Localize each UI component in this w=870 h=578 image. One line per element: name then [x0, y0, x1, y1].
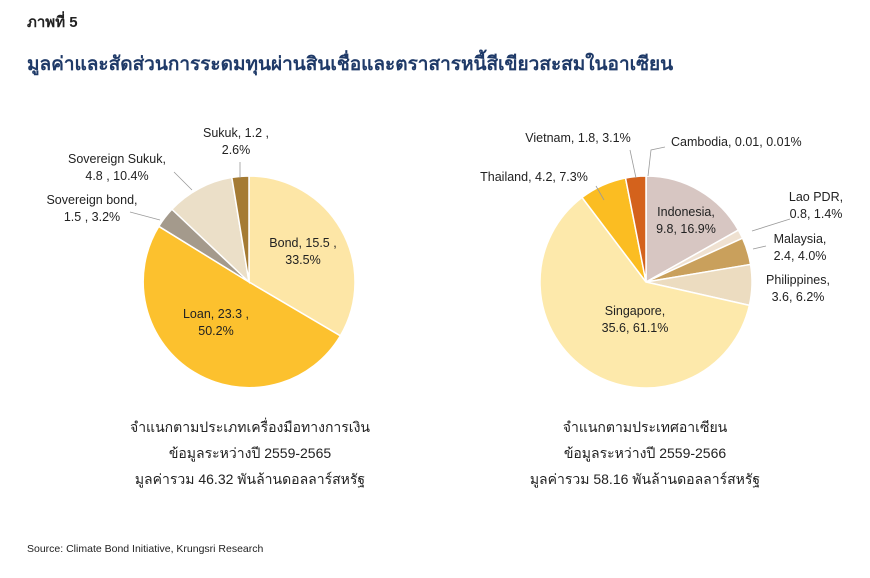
data-label-indonesia: Indonesia, 9.8, 16.9% [656, 205, 716, 236]
data-label-malaysia: Malaysia, 2.4, 4.0% [774, 232, 827, 263]
leader-line-lao-pdr [751, 218, 791, 232]
data-label-bond: Bond, 15.5 , 33.5% [269, 236, 336, 267]
data-label-vietnam: Vietnam, 1.8, 3.1% [525, 131, 630, 145]
left-caption-line-3: มูลค่ารวม 46.32 พันล้านดอลลาร์สหรัฐ [134, 471, 366, 487]
pie-slice-sovereign-sukuk [170, 176, 251, 285]
leader-line-cambodia [647, 146, 666, 177]
figure-label: ภาพที่ 5 [27, 14, 78, 31]
data-label-sovereign-bond: Sovereign bond, 1.5 , 3.2% [46, 193, 137, 224]
right-caption-line-1: จำแนกตามประเทศอาเซียน [562, 419, 728, 435]
right-caption-line-2: ข้อมูลระหว่างปี 2559-2566 [563, 445, 727, 461]
data-label-lao-pdr: Lao PDR, 0.8, 1.4% [789, 190, 843, 221]
leader-line-sovereign-sukuk [173, 171, 193, 191]
left-caption-line-2: ข้อมูลระหว่างปี 2559-2565 [168, 445, 332, 461]
pie-slice-indonesia [645, 175, 740, 284]
left-caption-line-1: จำแนกตามประเภทเครื่องมือทางการเงิน [129, 419, 370, 435]
data-label-thailand: Thailand, 4.2, 7.3% [480, 170, 588, 184]
data-label-sukuk: Sukuk, 1.2 , 2.6% [203, 126, 269, 157]
pie-slice-singapore [539, 196, 751, 389]
leader-line-sovereign-bond [129, 211, 161, 221]
pie-chart-2: Cambodia, 0.01, 0.01% Indonesia, 9.8, 16.9… [480, 131, 843, 389]
data-label-sovereign-sukuk: Sovereign Sukuk, 4.8 , 10.4% [68, 152, 166, 183]
right-chart-caption: จำแนกตามประเทศอาเซียน ข้อมูลระหว่างปี 25… [490, 414, 800, 492]
source-note: Source: Climate Bond Initiative, Krungsr… [27, 543, 264, 555]
left-chart-caption: จำแนกตามประเภทเครื่องมือทางการเงิน ข้อมู… [95, 414, 405, 492]
leader-line-vietnam [629, 149, 637, 179]
data-label-cambodia: Cambodia, 0.01, 0.01% [671, 135, 802, 149]
data-label-singapore: Singapore, 35.6, 61.1% [602, 304, 669, 335]
chart-title: มูลค่าและสัดส่วนการระดมทุนผ่านสินเชื่อแล… [27, 54, 674, 75]
leader-line-malaysia [752, 245, 767, 250]
pie-slice-loan [142, 225, 342, 389]
pie-chart-1: Bond, 15.5 , 33.5% Loan, 23.3 , 50.2% Sovere… [46, 126, 356, 389]
pie-slice-bond [248, 175, 356, 337]
data-label-philippines: Philippines, 3.6, 6.2% [766, 273, 830, 304]
leader-line-thailand [595, 185, 605, 201]
right-caption-line-3: มูลค่ารวม 58.16 พันล้านดอลลาร์สหรัฐ [529, 471, 761, 487]
data-label-loan: Loan, 23.3 , 50.2% [183, 307, 249, 338]
